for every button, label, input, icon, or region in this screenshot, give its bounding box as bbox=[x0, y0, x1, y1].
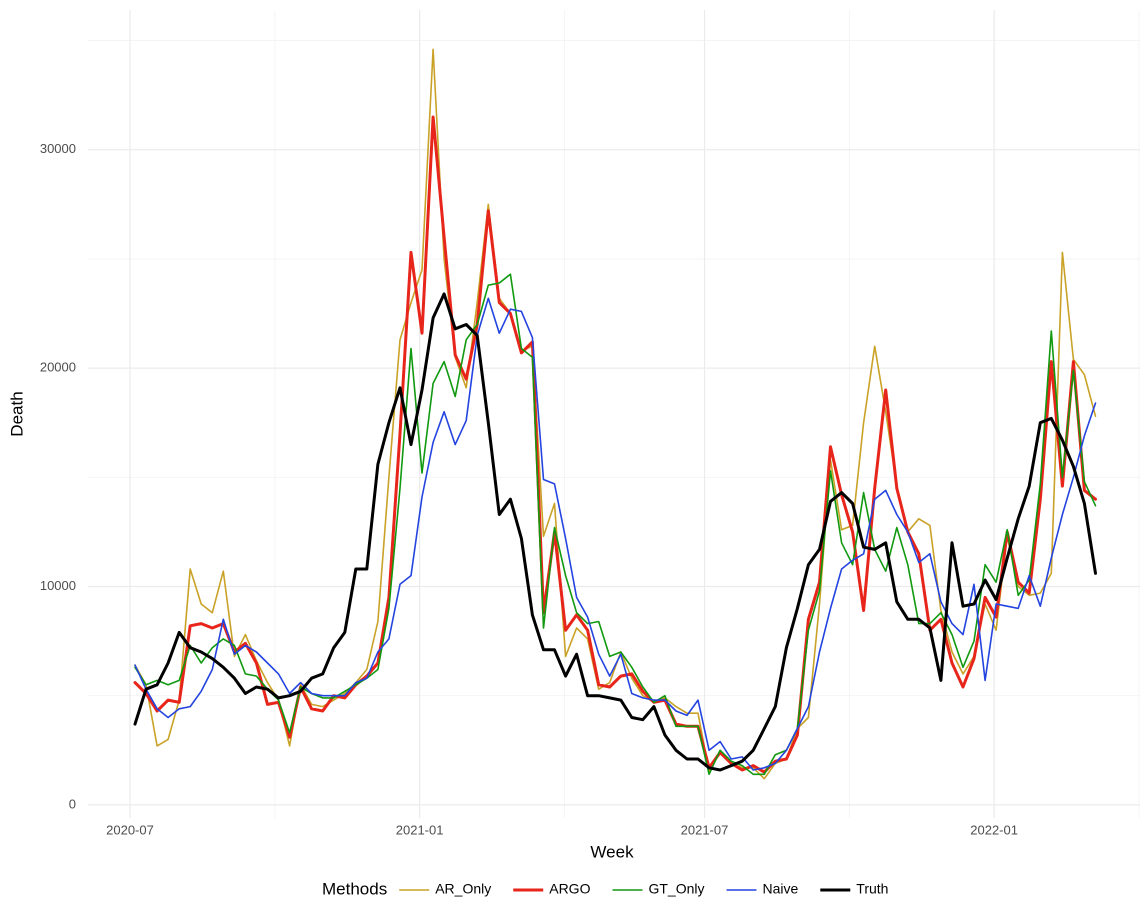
legend-label: ARGO bbox=[549, 881, 590, 897]
series-line bbox=[133, 292, 1097, 772]
legend-label: GT_Only bbox=[648, 881, 704, 897]
x-tick-label: 2020-07 bbox=[106, 822, 154, 837]
legend-title: Methods bbox=[322, 879, 387, 898]
y-axis-title: Death bbox=[7, 391, 26, 436]
legend-label: AR_Only bbox=[435, 881, 491, 897]
y-tick-label: 20000 bbox=[40, 360, 76, 375]
y-tick-label: 30000 bbox=[40, 141, 76, 156]
series-line bbox=[134, 273, 1097, 776]
legend-label: Truth bbox=[856, 881, 888, 897]
x-axis-title: Week bbox=[590, 842, 634, 861]
y-tick-label: 0 bbox=[69, 796, 76, 811]
x-tick-label: 2022-01 bbox=[970, 822, 1018, 837]
series-line bbox=[134, 48, 1097, 780]
legend-label: Naive bbox=[762, 881, 798, 897]
x-tick-label: 2021-01 bbox=[396, 822, 444, 837]
y-tick-label: 10000 bbox=[40, 578, 76, 593]
legend: Methods AR_Only ARGO GT_Only Naive Truth bbox=[322, 879, 888, 898]
grid bbox=[88, 10, 1140, 818]
x-tick-label: 2021-07 bbox=[681, 822, 729, 837]
series-line bbox=[134, 297, 1097, 771]
